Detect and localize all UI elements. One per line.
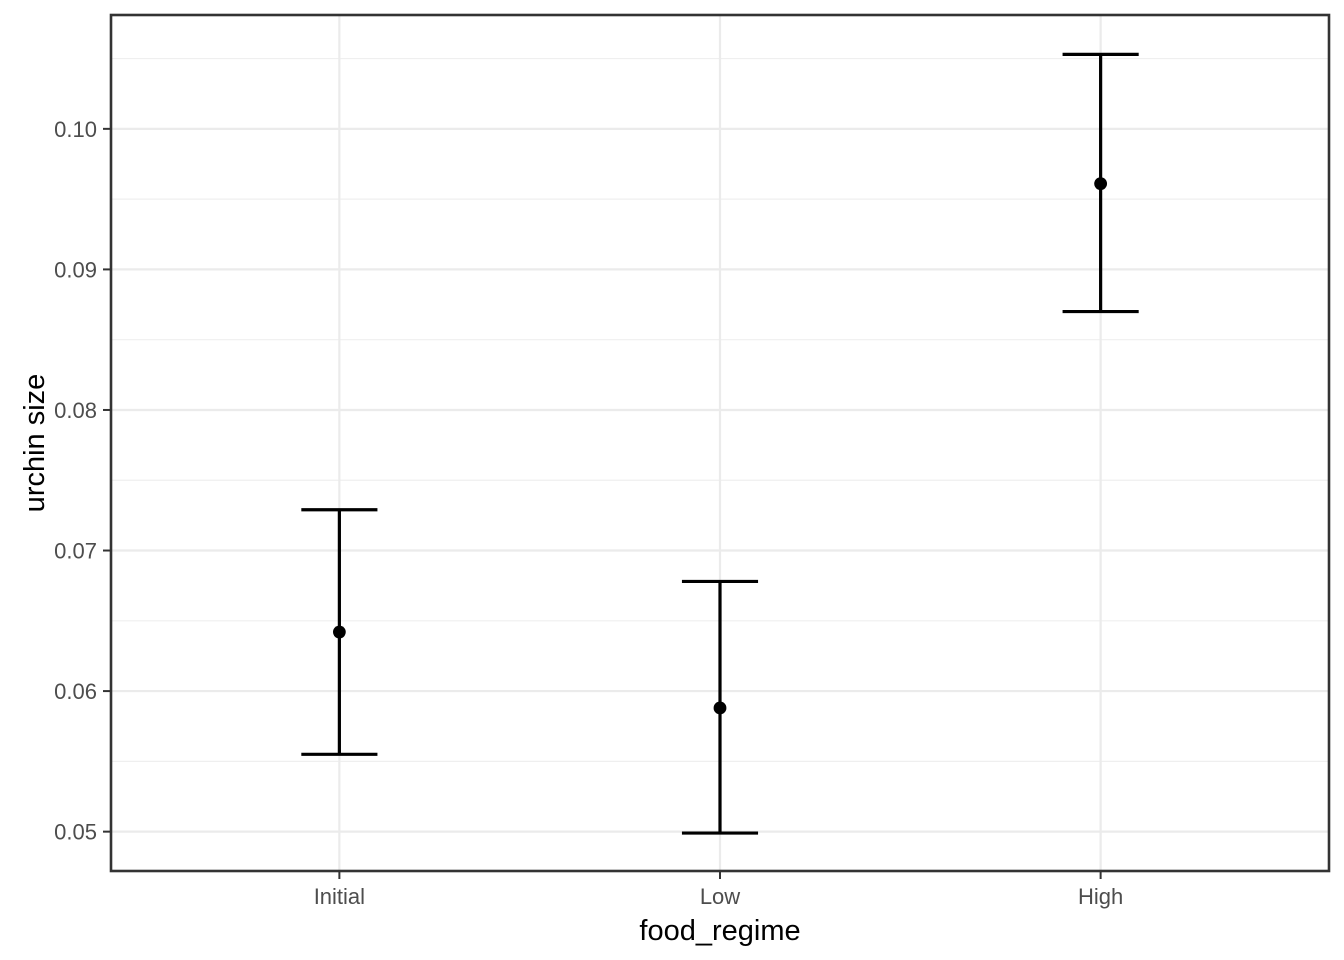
y-axis-title: urchin size <box>19 374 51 513</box>
point-low <box>713 701 727 715</box>
y-tick-label-0.07: 0.07 <box>54 539 97 564</box>
y-tick-label-0.05: 0.05 <box>54 820 97 845</box>
y-tick-label-0.09: 0.09 <box>54 257 97 282</box>
x-axis-title: food_regime <box>639 915 800 947</box>
pointrange-initial <box>301 508 378 756</box>
y-tick-label-0.08: 0.08 <box>54 398 97 423</box>
pointrange-high <box>1062 52 1139 314</box>
point-high <box>1094 177 1108 191</box>
x-tick-label-low: Low <box>700 884 740 909</box>
pointrange-low <box>681 579 759 835</box>
y-tick-label-0.10: 0.10 <box>54 117 97 142</box>
x-tick-label-initial: Initial <box>314 884 365 909</box>
x-tick-label-high: High <box>1078 884 1123 909</box>
point-initial <box>332 625 346 639</box>
axis-layer: 0.05 0.06 0.07 0.08 0.09 0.10 Initial Low High <box>54 117 1123 909</box>
data-layer <box>301 52 1139 835</box>
y-tick-label-0.06: 0.06 <box>54 679 97 704</box>
grid-layer <box>111 15 1329 871</box>
